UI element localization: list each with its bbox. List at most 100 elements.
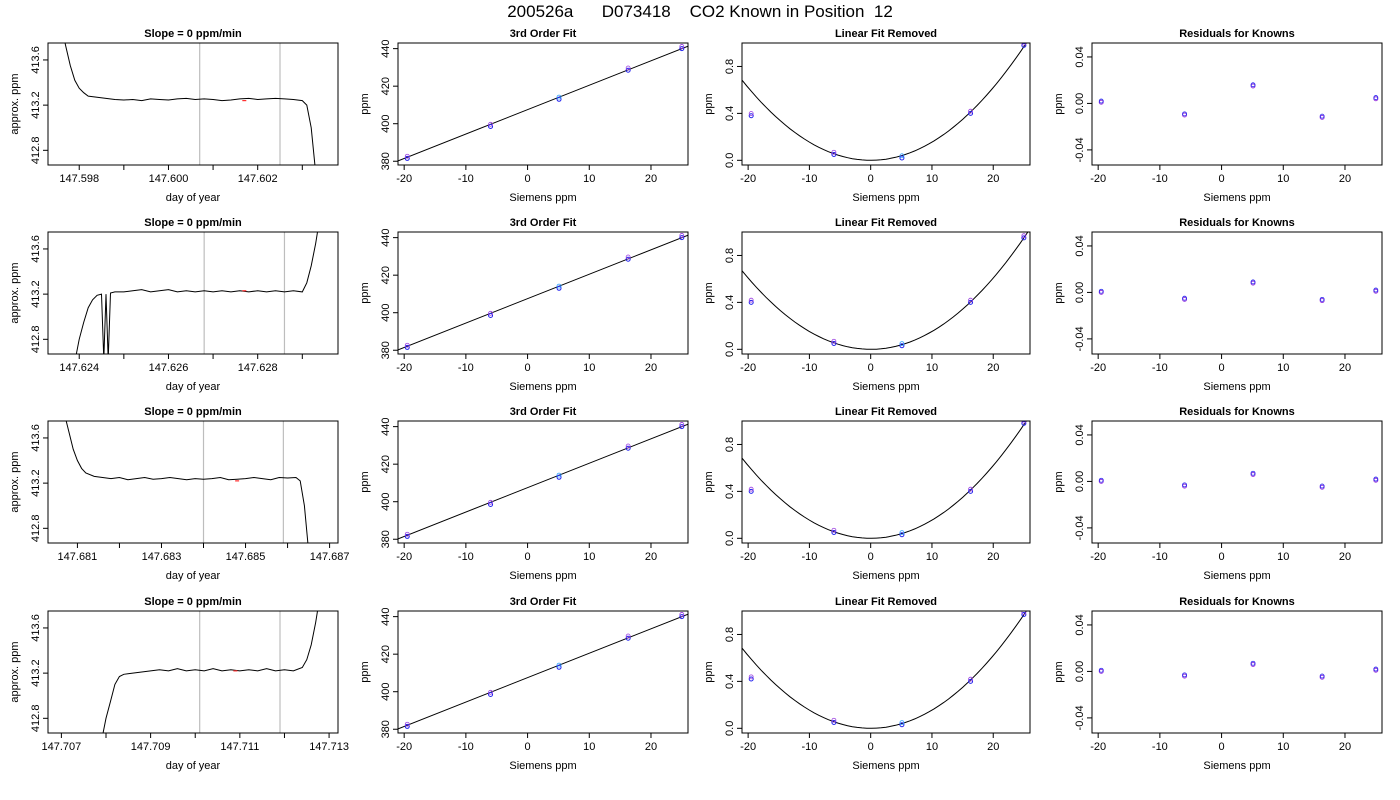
x-tick-label: 0 xyxy=(525,741,531,753)
x-tick-label: 20 xyxy=(645,362,657,374)
x-tick-label: 10 xyxy=(583,362,595,374)
x-tick-label: 20 xyxy=(987,362,999,374)
fit-line xyxy=(398,613,688,730)
x-tick-label: -20 xyxy=(1090,173,1106,185)
y-tick-label: 413.2 xyxy=(30,659,42,687)
data-point-overlay xyxy=(488,121,493,127)
x-tick-label: 0 xyxy=(525,173,531,185)
x-axis-label: Siemens ppm xyxy=(1203,760,1270,772)
x-axis-label: Siemens ppm xyxy=(509,192,576,204)
x-tick-label: 10 xyxy=(1277,741,1289,753)
panel-4-1: Slope = 0 ppm/min 147.707 147.709 147.711 14… xyxy=(9,596,349,772)
plot-area xyxy=(102,611,319,733)
y-tick-label: -0.04 xyxy=(1074,515,1086,540)
panel-2-4: Residuals for Knowns -20 -10 0 10 20 -0.04 0.00… xyxy=(1053,217,1383,393)
plot-area xyxy=(398,44,688,162)
y-tick-label: 420 xyxy=(380,645,392,663)
data-point xyxy=(899,343,905,349)
y-tick-label: 413.2 xyxy=(30,280,42,308)
data-point-overlay xyxy=(831,717,837,723)
y-tick-label: 413.6 xyxy=(30,424,42,452)
panel-title: Slope = 0 ppm/min xyxy=(144,28,242,40)
x-tick-label: 147.624 xyxy=(59,362,99,374)
y-tick-label: 0.04 xyxy=(1074,235,1086,256)
x-axis-label: Siemens ppm xyxy=(1203,570,1270,582)
x-tick-label: 147.626 xyxy=(149,362,189,374)
x-tick-label: 0 xyxy=(525,551,531,563)
data-point-overlay xyxy=(968,676,973,682)
data-point-overlay xyxy=(831,527,837,533)
y-tick-label: 0.4 xyxy=(724,106,736,121)
x-tick-label: -10 xyxy=(801,551,817,563)
y-tick-label: -0.04 xyxy=(1074,137,1086,162)
data-point xyxy=(488,124,494,130)
data-point-overlay xyxy=(1250,82,1256,88)
y-axis-label: ppm xyxy=(1053,282,1065,303)
data-point xyxy=(831,151,837,157)
series-line xyxy=(102,611,319,733)
y-tick-label: 440 xyxy=(380,417,392,435)
data-point-overlay xyxy=(1182,482,1187,488)
x-tick-label: 147.681 xyxy=(58,551,98,563)
data-point xyxy=(404,155,410,161)
x-tick-label: -10 xyxy=(1152,741,1168,753)
plot-frame xyxy=(741,42,1031,166)
data-point xyxy=(748,113,754,119)
fit-line xyxy=(398,423,688,540)
y-tick-label: 0.0 xyxy=(724,153,736,168)
data-point-overlay xyxy=(748,111,754,116)
x-tick-label: -10 xyxy=(801,362,817,374)
data-point-overlay xyxy=(488,310,493,316)
y-axis-label: approx. ppm xyxy=(9,262,21,323)
y-tick-label: 0.00 xyxy=(1074,93,1086,114)
x-tick-label: -20 xyxy=(1090,551,1106,563)
y-tick-label: 413.2 xyxy=(30,469,42,497)
x-axis-label: Siemens ppm xyxy=(509,760,576,772)
x-tick-label: 0 xyxy=(1219,741,1225,753)
data-point-overlay xyxy=(625,254,631,260)
y-axis-label: ppm xyxy=(359,661,371,682)
data-point-overlay xyxy=(404,153,410,159)
data-point xyxy=(968,299,974,305)
x-tick-label: 20 xyxy=(645,551,657,563)
y-tick-label: 0.0 xyxy=(724,721,736,736)
x-axis-label: day of year xyxy=(166,570,221,582)
data-point-overlay xyxy=(1182,295,1187,301)
fit-line xyxy=(398,234,688,351)
data-point-overlay xyxy=(556,662,562,668)
data-point-overlay xyxy=(1373,95,1379,100)
x-tick-label: 10 xyxy=(583,173,595,185)
data-point xyxy=(625,445,631,451)
x-tick-label: 10 xyxy=(1277,551,1289,563)
data-point-overlay xyxy=(488,689,493,695)
y-tick-label: 0.4 xyxy=(724,484,736,499)
data-point-overlay xyxy=(556,283,562,289)
data-point-overlay xyxy=(679,44,685,49)
plot-frame xyxy=(397,231,689,355)
panel-3-1: Slope = 0 ppm/min 147.681 147.683 147.685 14… xyxy=(9,406,349,582)
plot-area xyxy=(64,43,316,165)
panel-title: 3rd Order Fit xyxy=(510,596,577,608)
figure-title: 200526a D073418 CO2 Known in Position 12 xyxy=(507,2,893,21)
data-point xyxy=(679,235,685,241)
data-point-overlay xyxy=(1182,111,1187,117)
x-tick-label: 20 xyxy=(645,173,657,185)
data-point xyxy=(748,299,754,305)
plot-frame xyxy=(397,42,689,166)
data-point-overlay xyxy=(899,530,905,535)
data-point xyxy=(625,635,631,641)
data-point xyxy=(899,722,905,728)
x-tick-label: 20 xyxy=(987,741,999,753)
x-tick-label: 147.711 xyxy=(220,741,259,753)
panel-title: Linear Fit Removed xyxy=(835,28,937,40)
data-point-overlay xyxy=(899,341,905,346)
data-point-overlay xyxy=(899,720,905,725)
x-tick-label: 0 xyxy=(868,362,874,374)
panel-title: 3rd Order Fit xyxy=(510,406,577,418)
data-point-overlay xyxy=(1319,296,1325,302)
panel-1-2: 3rd Order Fit -20 -10 0 10 20 380 400 420 440 Siem… xyxy=(359,28,689,204)
data-point-overlay xyxy=(1373,476,1379,482)
data-point-overlay xyxy=(1250,470,1256,476)
data-point xyxy=(404,723,410,729)
